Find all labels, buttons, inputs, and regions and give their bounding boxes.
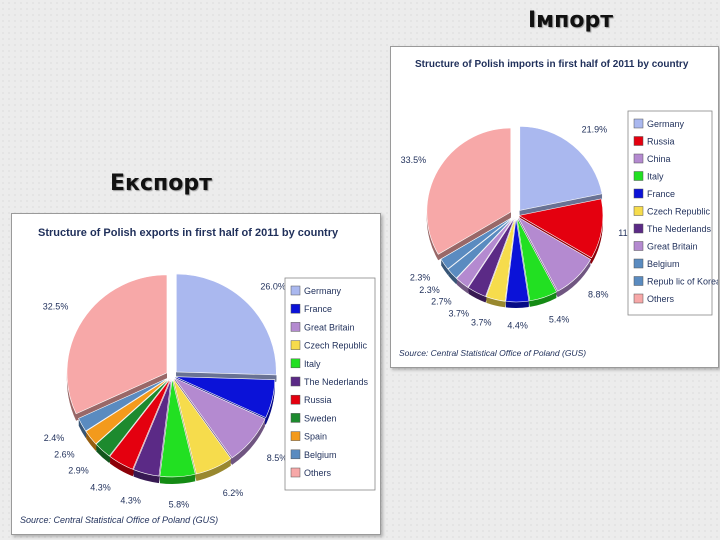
- export-slice-spain: [85, 377, 170, 445]
- export-legend-label-sweden: Sweden: [304, 413, 337, 423]
- export-legend-swatch-czech-republic: [290, 340, 301, 350]
- import-label-great-britain: 2.7%: [431, 297, 452, 307]
- import-slice-others: [426, 127, 512, 255]
- import-label-china: 8.8%: [588, 289, 609, 299]
- export-slice-germany: [176, 273, 277, 376]
- export-pie-chart: Structure of Polish exports in first hal…: [20, 227, 376, 525]
- export-heading: Експорт: [110, 171, 212, 196]
- import-legend-swatch-belgium: [633, 258, 644, 269]
- export-legend-label-belgium: Belgium: [304, 450, 337, 460]
- import-label-republic-of-korea: 2.3%: [410, 272, 431, 282]
- export-label-others: 32.5%: [43, 302, 69, 312]
- export-slice-russia: [109, 378, 171, 470]
- import-legend-label-belgium: Belgium: [647, 259, 680, 269]
- export-legend-label-germany: Germany: [304, 286, 342, 296]
- import-legend-label-italy: Italy: [647, 172, 664, 182]
- import-label-germany: 21.9%: [582, 125, 608, 135]
- export-slice-france: [174, 376, 276, 419]
- export-source-note: Source: Central Statistical Office of Po…: [20, 515, 218, 525]
- import-legend-label-russia: Russia: [647, 137, 675, 147]
- import-label-czech-republic: 3.7%: [471, 317, 492, 327]
- export-legend-swatch-sweden: [290, 413, 301, 423]
- export-slice-sweden: [95, 377, 171, 457]
- export-slice-czech-republic: [172, 378, 232, 475]
- export-legend-swatch-germany: [290, 285, 301, 296]
- import-legend-swatch-italy: [633, 171, 644, 181]
- import-slice-russia: [518, 198, 604, 259]
- import-legend-swatch-france: [633, 188, 644, 199]
- import-legend-label-china: China: [647, 154, 671, 164]
- import-legend-label-czech-republic: Czech Republic: [647, 207, 711, 217]
- import-slice-the-nederlands: [467, 217, 515, 297]
- export-legend-label-the-nederlands: The Nederlands: [304, 377, 369, 387]
- export-legend-swatch-great-britain: [290, 322, 301, 332]
- export-legend-swatch-spain: [290, 431, 301, 441]
- import-legend-label-france: France: [647, 189, 675, 199]
- export-chart-panel: Structure of Polish exports in first hal…: [11, 213, 381, 535]
- import-chart-panel: Structure of Polish imports in first hal…: [390, 46, 719, 368]
- import-slice-republic-of-korea: [440, 216, 514, 270]
- export-label-russia: 4.3%: [90, 482, 111, 492]
- import-legend-label-others: Others: [647, 294, 675, 304]
- export-label-great-britain: 8.5%: [267, 453, 288, 463]
- import-legend-swatch-republic-of-korea: [633, 276, 644, 286]
- import-legend-swatch-china: [633, 153, 644, 164]
- export-slice-great-britain: [173, 377, 266, 459]
- import-slice-germany: [519, 126, 603, 211]
- export-legend-label-france: France: [304, 304, 332, 314]
- import-legend-label-great-britain: Great Britain: [647, 242, 698, 252]
- import-chart-title: Structure of Polish imports in first hal…: [415, 59, 689, 70]
- export-legend-swatch-belgium: [290, 449, 301, 460]
- export-label-the-nederlands: 4.3%: [120, 495, 141, 505]
- import-slice-china: [517, 216, 592, 292]
- export-legend-swatch-others: [290, 467, 301, 478]
- import-legend-swatch-great-britain: [633, 241, 644, 251]
- import-label-the-nederlands: 3.7%: [449, 308, 470, 318]
- import-legend-label-germany: Germany: [647, 119, 685, 129]
- export-legend-label-czech-republic: Czech Republic: [304, 341, 368, 351]
- export-legend-label-russia: Russia: [304, 395, 332, 405]
- import-legend-swatch-others: [633, 293, 644, 304]
- export-label-czech-republic: 6.2%: [223, 488, 244, 498]
- export-label-germany: 26.0%: [260, 282, 286, 292]
- import-pie-chart: Structure of Polish imports in first hal…: [399, 59, 718, 358]
- export-slice-the-nederlands: [133, 378, 172, 477]
- export-label-belgium: 2.4%: [44, 433, 65, 443]
- export-slice-italy: [159, 378, 196, 478]
- export-slice-belgium: [78, 377, 170, 432]
- import-label-france: 4.4%: [507, 320, 528, 330]
- import-legend-swatch-germany: [633, 118, 644, 129]
- import-slice-czech-republic: [485, 217, 516, 302]
- import-legend-label-republic-of-korea: Repub lic of Korea: [647, 277, 718, 287]
- import-slice-france: [505, 217, 530, 303]
- export-legend-label-great-britain: Great Britain: [304, 322, 355, 332]
- export-legend-label-italy: Italy: [304, 359, 321, 369]
- import-label-others: 33.5%: [401, 155, 427, 165]
- export-label-italy: 5.8%: [169, 499, 190, 509]
- export-legend-label-others: Others: [304, 468, 332, 478]
- import-legend-swatch-czech-republic: [633, 206, 644, 216]
- export-label-sweden: 2.9%: [68, 466, 89, 476]
- export-chart-title: Structure of Polish exports in first hal…: [38, 227, 339, 239]
- import-legend-label-the-nederlands: The Nederlands: [647, 224, 712, 234]
- export-slice-others: [66, 274, 168, 415]
- import-slice-great-britain: [456, 217, 515, 288]
- import-slice-italy: [516, 217, 558, 302]
- import-slice-belgium: [447, 216, 515, 279]
- import-label-belgium: 2.3%: [419, 285, 440, 295]
- export-legend-swatch-the-nederlands: [290, 376, 301, 387]
- export-legend-swatch-russia: [290, 394, 301, 405]
- import-legend-swatch-russia: [633, 136, 644, 146]
- import-heading: Імпорт: [528, 8, 613, 33]
- export-legend-label-spain: Spain: [304, 432, 327, 442]
- import-source-note: Source: Central Statistical Office of Po…: [399, 348, 586, 358]
- import-legend-swatch-the-nederlands: [633, 223, 644, 234]
- import-label-italy: 5.4%: [549, 315, 570, 325]
- export-label-spain: 2.6%: [54, 450, 75, 460]
- export-legend-swatch-france: [290, 303, 301, 314]
- export-legend-swatch-italy: [290, 358, 301, 369]
